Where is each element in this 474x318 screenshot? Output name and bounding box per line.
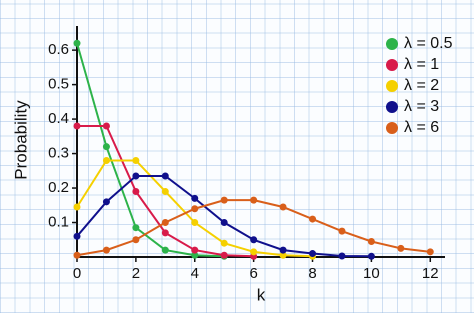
data-point: [73, 232, 81, 240]
data-point: [220, 196, 228, 204]
x-tick-label: 4: [191, 265, 199, 282]
y-tick-label: 0.5: [48, 76, 69, 93]
data-point: [191, 205, 199, 213]
legend-swatch: [386, 80, 398, 92]
x-axis-label: k: [257, 285, 266, 304]
data-point: [161, 229, 169, 237]
data-point: [132, 172, 140, 180]
data-point: [161, 246, 169, 254]
data-point: [102, 246, 110, 254]
legend-label: λ = 6: [404, 119, 439, 136]
x-tick-label: 2: [132, 265, 140, 282]
data-point: [132, 236, 140, 244]
data-point: [309, 215, 317, 223]
x-tick-label: 8: [308, 265, 316, 282]
data-point: [279, 203, 287, 211]
data-point: [250, 196, 258, 204]
legend-swatch: [386, 59, 398, 71]
data-point: [220, 251, 228, 259]
data-point: [73, 203, 81, 211]
data-point: [338, 227, 346, 235]
data-point: [397, 244, 405, 252]
data-point: [161, 172, 169, 180]
legend-swatch: [386, 38, 398, 50]
data-point: [220, 219, 228, 227]
data-point: [309, 250, 317, 258]
y-tick-label: 0.4: [48, 110, 69, 127]
data-point: [161, 187, 169, 195]
data-point: [102, 198, 110, 206]
data-point: [279, 251, 287, 259]
x-tick-label: 6: [249, 265, 257, 282]
legend-label: λ = 2: [404, 77, 439, 94]
data-point: [338, 252, 346, 260]
data-point: [191, 194, 199, 202]
data-point: [132, 187, 140, 195]
data-point: [367, 237, 375, 245]
data-point: [102, 143, 110, 151]
legend-swatch: [386, 101, 398, 113]
legend-label: λ = 3: [404, 98, 439, 115]
data-point: [132, 156, 140, 164]
x-tick-label: 0: [73, 265, 81, 282]
data-point: [279, 246, 287, 254]
legend-swatch: [386, 122, 398, 134]
data-point: [132, 224, 140, 232]
x-tick-label: 10: [363, 265, 380, 282]
series-line: [76, 42, 225, 258]
data-point: [220, 239, 228, 247]
data-point: [102, 122, 110, 130]
y-axis-label: Probability: [11, 100, 30, 180]
legend-label: λ = 1: [404, 56, 439, 73]
data-point: [191, 251, 199, 259]
data-point: [367, 252, 375, 260]
data-point: [250, 236, 258, 244]
y-tick-label: 0.6: [48, 41, 69, 58]
legend-label: λ = 0.5: [404, 35, 453, 52]
data-point: [73, 122, 81, 130]
data-point: [73, 39, 81, 47]
y-tick-label: 0.2: [48, 179, 69, 196]
data-point: [102, 156, 110, 164]
data-point: [161, 219, 169, 227]
data-point: [426, 248, 434, 256]
data-point: [73, 251, 81, 259]
data-point: [191, 246, 199, 254]
data-point: [191, 219, 199, 227]
x-tick-label: 12: [422, 265, 439, 282]
series-line: [76, 199, 431, 257]
y-tick-label: 0.1: [48, 213, 69, 230]
data-point: [250, 248, 258, 256]
y-tick-label: 0.3: [48, 145, 69, 162]
